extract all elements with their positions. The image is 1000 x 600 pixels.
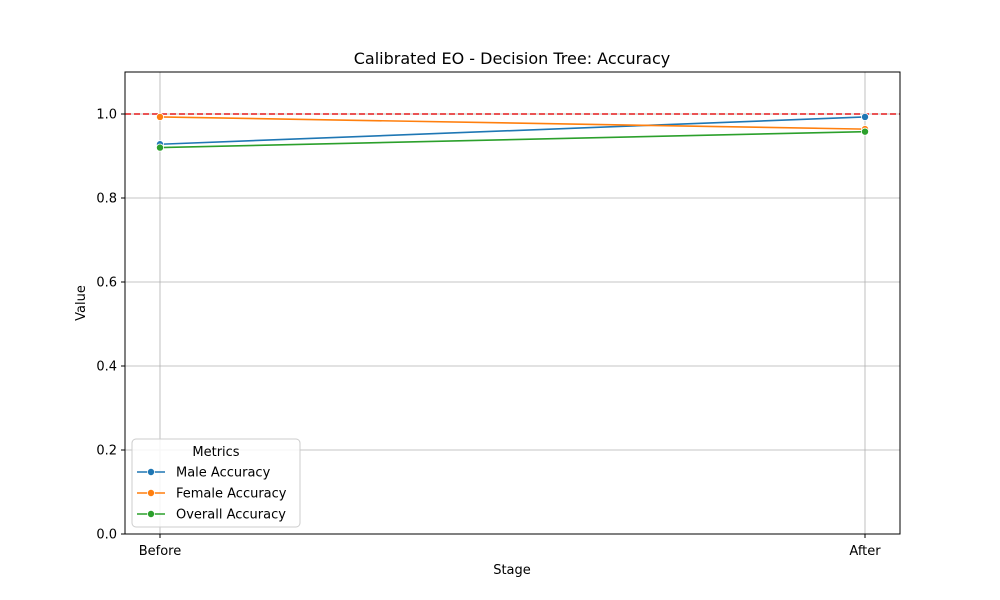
plot-frame bbox=[124, 71, 901, 535]
data-point-female-accuracy bbox=[155, 112, 164, 121]
legend: Metrics Male Accuracy Female Accuracy Over… bbox=[131, 438, 301, 528]
legend-item-overall-accuracy: Overall Accuracy bbox=[137, 508, 286, 523]
y-tick-label: 0.2 bbox=[96, 444, 117, 459]
y-tick-label: 0.8 bbox=[96, 192, 117, 207]
chart-title: Calibrated EO - Decision Tree: Accuracy bbox=[354, 49, 670, 68]
x-tick-label-before: Before bbox=[139, 544, 182, 559]
legend-title: Metrics bbox=[192, 445, 239, 460]
series-layer bbox=[155, 112, 870, 152]
axis-ticks: 0.0 0.2 0.4 0.6 0.8 1.0 Before After bbox=[96, 108, 881, 560]
legend-box bbox=[131, 438, 301, 528]
series-line-female-accuracy bbox=[159, 116, 866, 130]
x-axis-label: Stage bbox=[493, 563, 531, 578]
legend-item-female-accuracy: Female Accuracy bbox=[137, 487, 287, 502]
legend-swatch-marker bbox=[146, 467, 155, 476]
data-point-male-accuracy bbox=[861, 112, 870, 121]
y-tick-label: 0.6 bbox=[96, 276, 117, 291]
legend-items: Male Accuracy Female Accuracy Overall Accu… bbox=[137, 466, 287, 523]
legend-label: Male Accuracy bbox=[176, 466, 271, 481]
y-tick-label: 0.0 bbox=[96, 528, 117, 543]
data-point-overall-accuracy bbox=[155, 143, 164, 152]
legend-item-male-accuracy: Male Accuracy bbox=[137, 466, 271, 481]
series-line-male-accuracy bbox=[159, 116, 866, 146]
y-axis-label: Value bbox=[74, 285, 89, 321]
y-tick-label: 1.0 bbox=[96, 108, 117, 123]
series-line-overall-accuracy bbox=[159, 130, 866, 149]
legend-swatch-marker bbox=[146, 509, 155, 518]
data-point-overall-accuracy bbox=[861, 127, 870, 136]
x-tick-label-after: After bbox=[849, 544, 881, 559]
y-tick-label: 0.4 bbox=[96, 360, 117, 375]
legend-label: Female Accuracy bbox=[176, 487, 287, 502]
legend-label: Overall Accuracy bbox=[176, 508, 286, 523]
legend-swatch-marker bbox=[146, 488, 155, 497]
